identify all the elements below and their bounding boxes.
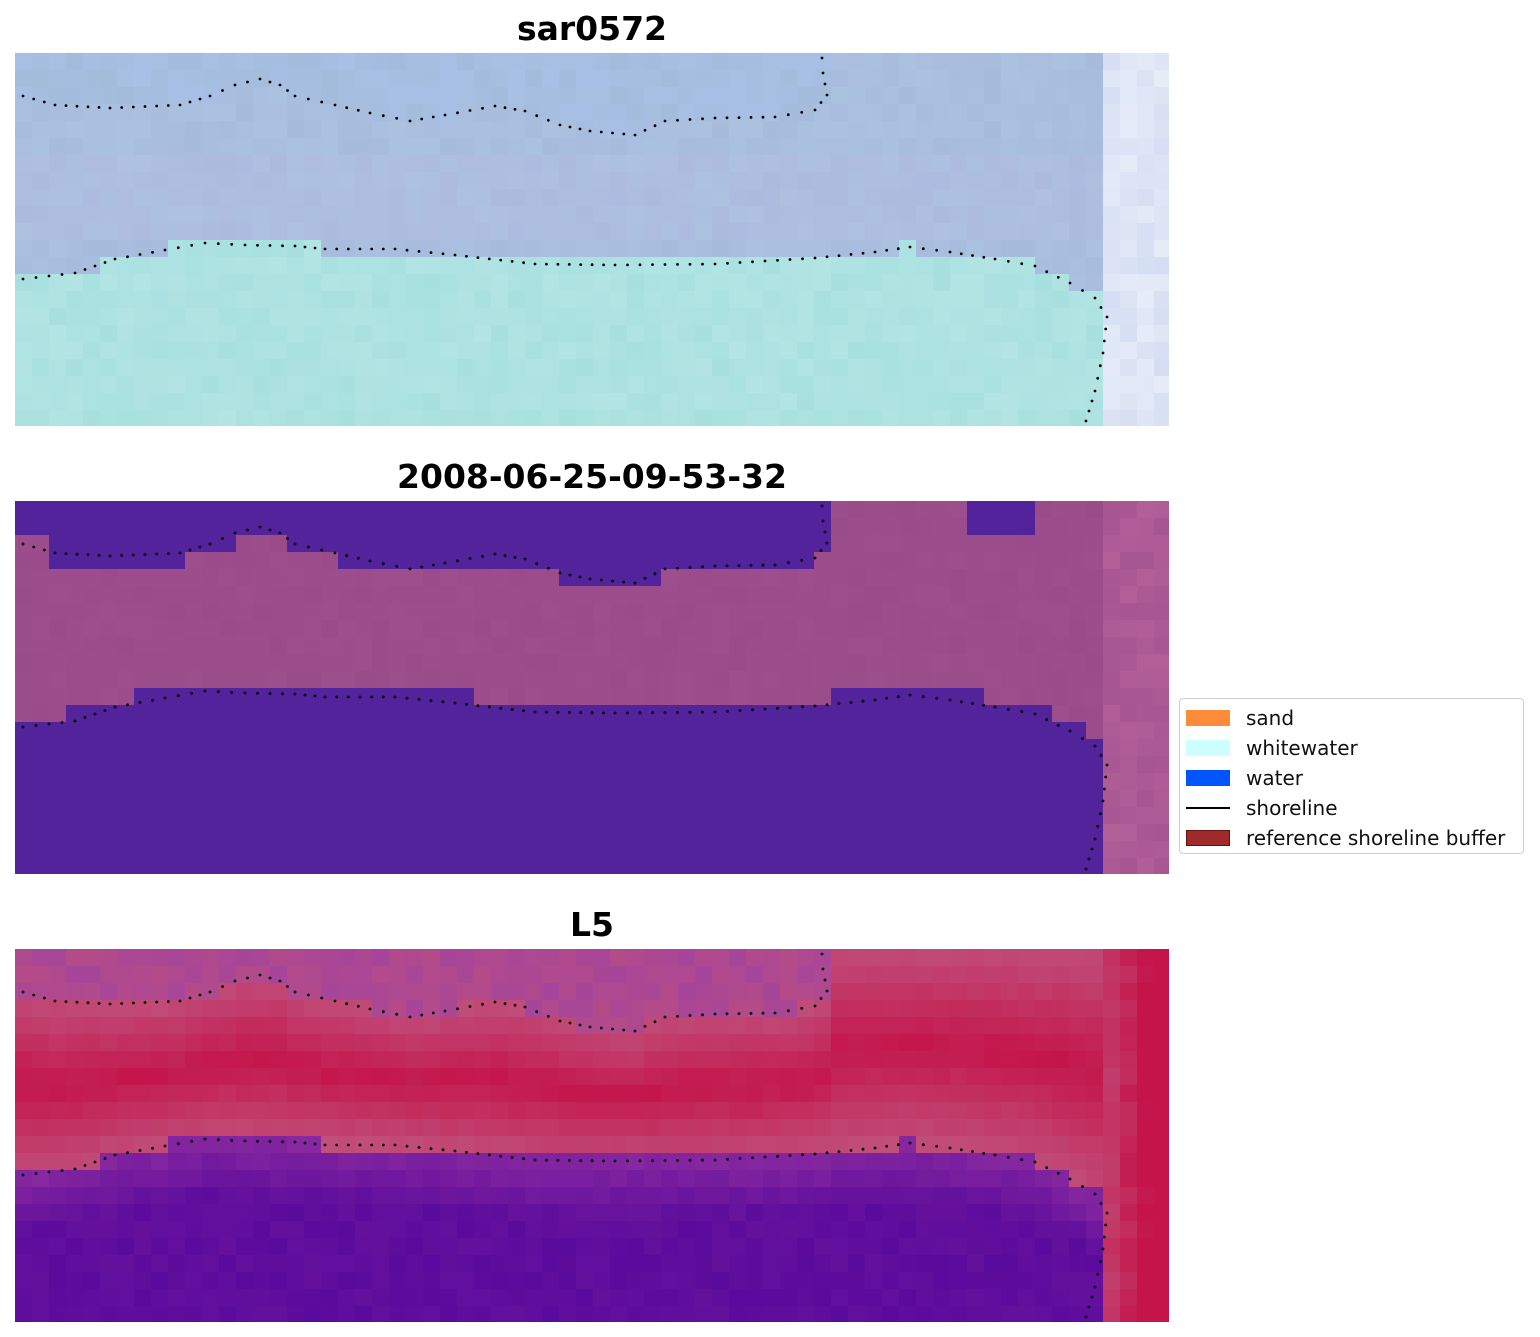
legend-label: shoreline <box>1246 796 1338 820</box>
sand-swatch <box>1186 710 1230 726</box>
shoreline-top <box>21 952 829 1033</box>
legend-item-whitewater: whitewater <box>1180 732 1523 762</box>
legend-item-sand: sand <box>1180 702 1523 732</box>
shoreline-swatch <box>1186 807 1230 809</box>
shoreline-bottom <box>21 1137 1109 1319</box>
water-swatch <box>1186 770 1230 786</box>
legend-label: sand <box>1246 706 1295 730</box>
shoreline-top <box>21 504 829 585</box>
panel-title-2: 2008-06-25-09-53-32 <box>397 457 787 496</box>
index-image <box>15 949 1169 1322</box>
legend-item-reference-shoreline-buffer: reference shoreline buffer <box>1180 822 1523 852</box>
shoreline-bottom <box>21 241 1109 423</box>
legend-label: whitewater <box>1246 736 1358 760</box>
rgb-image <box>15 53 1169 426</box>
shoreline-bottom <box>21 689 1109 871</box>
classification-image <box>15 501 1169 874</box>
whitewater-swatch <box>1186 740 1230 756</box>
index-image-panel <box>15 949 1169 1322</box>
legend: sand whitewater water shoreline referenc… <box>1179 698 1524 854</box>
legend-item-water: water <box>1180 762 1523 792</box>
panel-title-1: sar0572 <box>516 9 668 48</box>
shoreline-top <box>21 56 829 137</box>
legend-label: water <box>1246 766 1303 790</box>
legend-label: reference shoreline buffer <box>1246 826 1506 850</box>
legend-item-shoreline: shoreline <box>1180 792 1523 822</box>
panel-title-3: L5 <box>570 905 614 944</box>
classification-image-panel <box>15 501 1169 874</box>
rgb-image-panel <box>15 53 1169 426</box>
reference-buffer-swatch <box>1186 830 1230 846</box>
